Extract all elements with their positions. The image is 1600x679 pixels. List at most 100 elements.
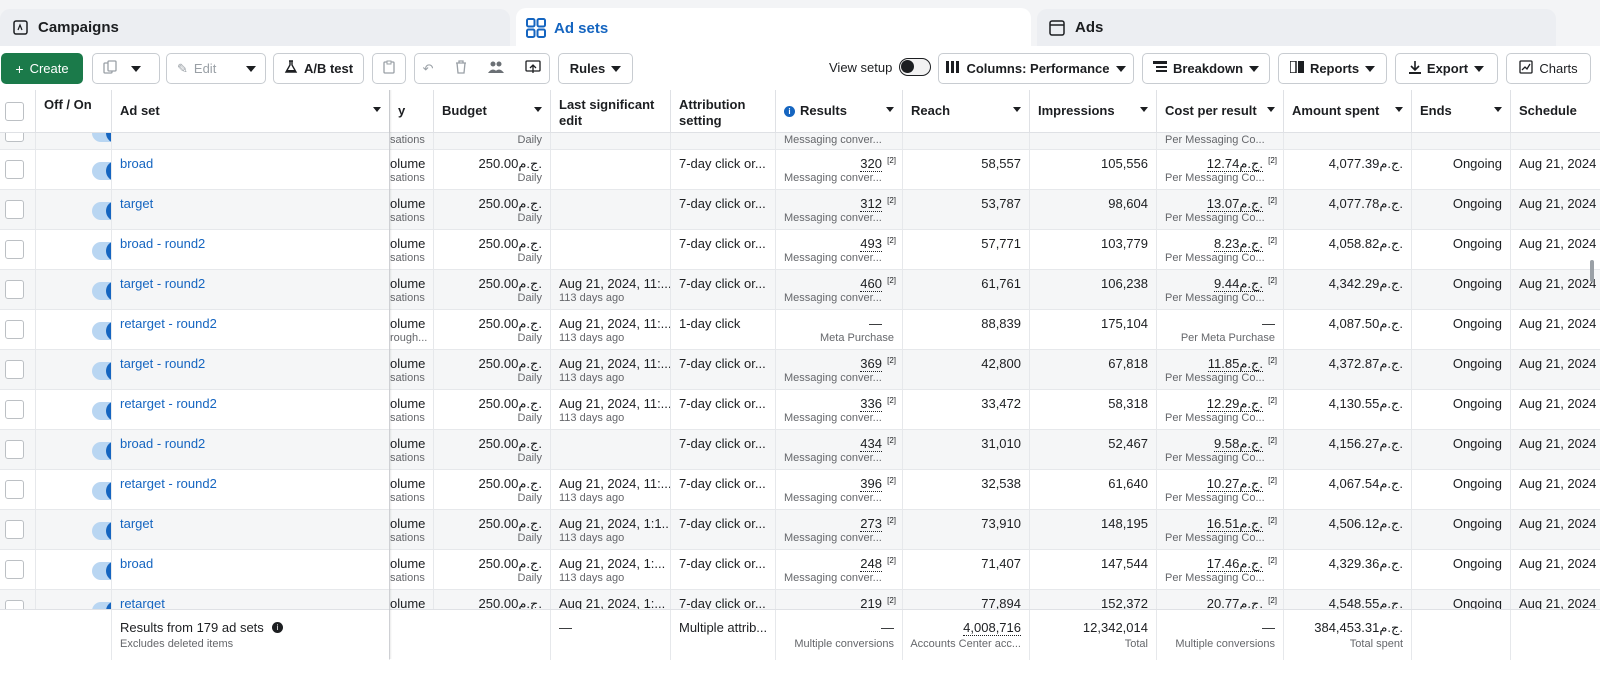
last-edit-header[interactable]: Last significant edit: [551, 90, 671, 133]
ad-set-name-link[interactable]: target: [120, 516, 154, 531]
ad-set-name-link[interactable]: broad: [120, 556, 154, 571]
row-checkbox[interactable]: [5, 280, 24, 299]
row-toggle[interactable]: [92, 161, 111, 181]
audience-icon[interactable]: [488, 60, 505, 77]
table-row[interactable]: target - round2 olume sations 250.00ج.م. D…: [0, 350, 1600, 390]
table-row[interactable]: target olume sations 250.00ج.م. Daily 7-da…: [0, 190, 1600, 230]
row-toggle[interactable]: [92, 401, 111, 421]
columns-dropdown[interactable]: Columns: Performance: [938, 53, 1134, 84]
cost-value[interactable]: 8.23ج.م.: [1214, 236, 1263, 252]
row-checkbox[interactable]: [5, 440, 24, 459]
table-row[interactable]: broad - round2 olume sations 250.00ج.م. Da…: [0, 230, 1600, 270]
row-toggle[interactable]: [92, 441, 111, 461]
table-row[interactable]: retarget - round2 olume rough... 250.00ج.…: [0, 310, 1600, 350]
breakdown-dropdown[interactable]: Breakdown: [1142, 53, 1270, 84]
cost-value[interactable]: 13.07ج.م.: [1206, 196, 1263, 212]
table-row[interactable]: target olume sations 250.00ج.م. Daily Aug …: [0, 510, 1600, 550]
ad-set-name-link[interactable]: broad: [120, 156, 154, 171]
export-dropdown[interactable]: Export: [1395, 53, 1498, 84]
results-value[interactable]: 273: [860, 516, 882, 532]
tab-ad-sets[interactable]: Ad sets: [516, 8, 1031, 48]
row-checkbox[interactable]: [5, 520, 24, 539]
row-toggle[interactable]: [92, 201, 111, 221]
ad-set-name-link[interactable]: retarget - round2: [120, 476, 217, 491]
delivery-header[interactable]: y: [390, 90, 434, 133]
cost-value[interactable]: 12.74ج.م.: [1206, 156, 1263, 172]
ad-set-name-link[interactable]: target - round2: [120, 276, 206, 291]
reports-dropdown[interactable]: Reports: [1278, 53, 1387, 84]
results-value[interactable]: 312: [860, 196, 882, 212]
results-value[interactable]: 460: [860, 276, 882, 292]
results-value[interactable]: 396: [860, 476, 882, 492]
row-toggle[interactable]: [92, 241, 111, 261]
row-checkbox[interactable]: [5, 160, 24, 179]
budget-header[interactable]: Budget: [434, 90, 551, 133]
impressions-header[interactable]: Impressions: [1030, 90, 1157, 133]
ends-header[interactable]: Ends: [1412, 90, 1511, 133]
results-value[interactable]: 248: [860, 556, 882, 572]
tab-ads[interactable]: Ads: [1037, 9, 1556, 46]
schedule-header[interactable]: Schedule: [1511, 90, 1600, 133]
amount-spent-header[interactable]: Amount spent: [1284, 90, 1412, 133]
view-setup-toggle[interactable]: [899, 58, 931, 76]
cost-value[interactable]: 16.51ج.م.: [1206, 516, 1263, 532]
summary-reach[interactable]: 4,008,716: [963, 620, 1021, 636]
duplicate-button[interactable]: [92, 53, 160, 84]
ad-set-name-link[interactable]: broad - round2: [120, 436, 206, 451]
edit-dropdown-chevron-icon[interactable]: [246, 60, 256, 75]
create-button[interactable]: + Create: [1, 53, 83, 84]
results-value[interactable]: 219: [860, 596, 882, 612]
row-checkbox[interactable]: [5, 480, 24, 499]
row-checkbox[interactable]: [5, 200, 24, 219]
ad-set-name-link[interactable]: target - round2: [120, 356, 206, 371]
row-toggle[interactable]: [92, 133, 111, 143]
row-checkbox[interactable]: [5, 360, 24, 379]
attribution-header[interactable]: Attribution setting: [671, 90, 776, 133]
table-row[interactable]: retarget - round2 olume sations 250.00ج.م…: [0, 470, 1600, 510]
row-toggle[interactable]: [92, 281, 111, 301]
results-value[interactable]: 434: [860, 436, 882, 452]
table-row[interactable]: retarget - round2 olume sations 250.00ج.م…: [0, 390, 1600, 430]
table-row[interactable]: broad olume sations 250.00ج.م. Daily 7-day…: [0, 150, 1600, 190]
row-checkbox[interactable]: [5, 240, 24, 259]
cost-value[interactable]: 10.27ج.م.: [1206, 476, 1263, 492]
ad-set-name-link[interactable]: retarget: [120, 596, 165, 611]
clipboard-button[interactable]: [372, 53, 406, 84]
results-value[interactable]: —: [869, 316, 882, 331]
duplicate-dropdown-chevron-icon[interactable]: [131, 60, 141, 75]
trash-icon[interactable]: [455, 60, 467, 77]
ad-set-name-link[interactable]: broad - round2: [120, 236, 206, 251]
cost-value[interactable]: 20.77ج.م.: [1206, 596, 1263, 612]
undo-icon[interactable]: ↶: [422, 60, 434, 76]
table-row-partial[interactable]: sations Daily Messaging conver... Per Me…: [0, 133, 1600, 150]
ad-set-name-link[interactable]: target: [120, 196, 154, 211]
table-row[interactable]: broad - round2 olume sations 250.00ج.م. Da…: [0, 430, 1600, 470]
row-toggle[interactable]: [92, 561, 111, 581]
results-value[interactable]: 493: [860, 236, 882, 252]
cost-value[interactable]: 11.85ج.م.: [1207, 356, 1263, 372]
row-toggle[interactable]: [92, 481, 111, 501]
select-all-checkbox[interactable]: [5, 102, 24, 121]
results-header[interactable]: i Results: [776, 90, 903, 133]
row-toggle[interactable]: [92, 521, 111, 541]
cost-value[interactable]: 9.58ج.م.: [1214, 436, 1263, 452]
cost-per-result-header[interactable]: Cost per result: [1157, 90, 1284, 133]
row-toggle[interactable]: [92, 321, 111, 341]
vertical-scrollbar[interactable]: [1590, 260, 1594, 282]
info-icon[interactable]: i: [784, 106, 795, 117]
ad-set-name-link[interactable]: retarget - round2: [120, 316, 217, 331]
row-checkbox[interactable]: [5, 133, 24, 142]
row-toggle[interactable]: [92, 361, 111, 381]
share-icon[interactable]: [525, 60, 541, 77]
row-checkbox[interactable]: [5, 320, 24, 339]
cost-value[interactable]: 17.46ج.م.: [1206, 556, 1263, 572]
reach-header[interactable]: Reach: [903, 90, 1030, 133]
cost-value[interactable]: 12.29ج.م.: [1206, 396, 1263, 412]
ad-set-header[interactable]: Ad set: [112, 90, 390, 133]
charts-button[interactable]: Charts: [1506, 53, 1591, 84]
ad-set-name-link[interactable]: retarget - round2: [120, 396, 217, 411]
cost-value[interactable]: —: [1262, 316, 1275, 331]
results-value[interactable]: 336: [860, 396, 882, 412]
results-value[interactable]: 369: [860, 356, 882, 372]
cost-value[interactable]: 9.44ج.م.: [1214, 276, 1263, 292]
